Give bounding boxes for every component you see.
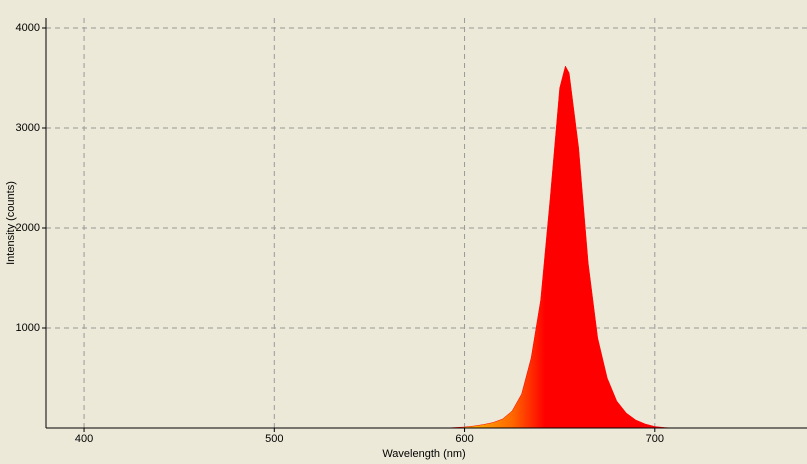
- spectrum-area: [445, 65, 674, 429]
- y-tick-label: 3000: [16, 122, 40, 134]
- y-axis-label: Intensity (counts): [5, 181, 17, 265]
- x-tick-label: 500: [265, 433, 283, 445]
- y-tick-label: 2000: [16, 222, 40, 234]
- y-tick-label: 1000: [16, 322, 40, 334]
- x-tick-label: 400: [75, 433, 93, 445]
- x-axis-label: Wavelength (nm): [382, 448, 465, 460]
- y-tick-label: 4000: [16, 22, 40, 34]
- x-tick-label: 700: [646, 433, 664, 445]
- x-tick-label: 600: [455, 433, 473, 445]
